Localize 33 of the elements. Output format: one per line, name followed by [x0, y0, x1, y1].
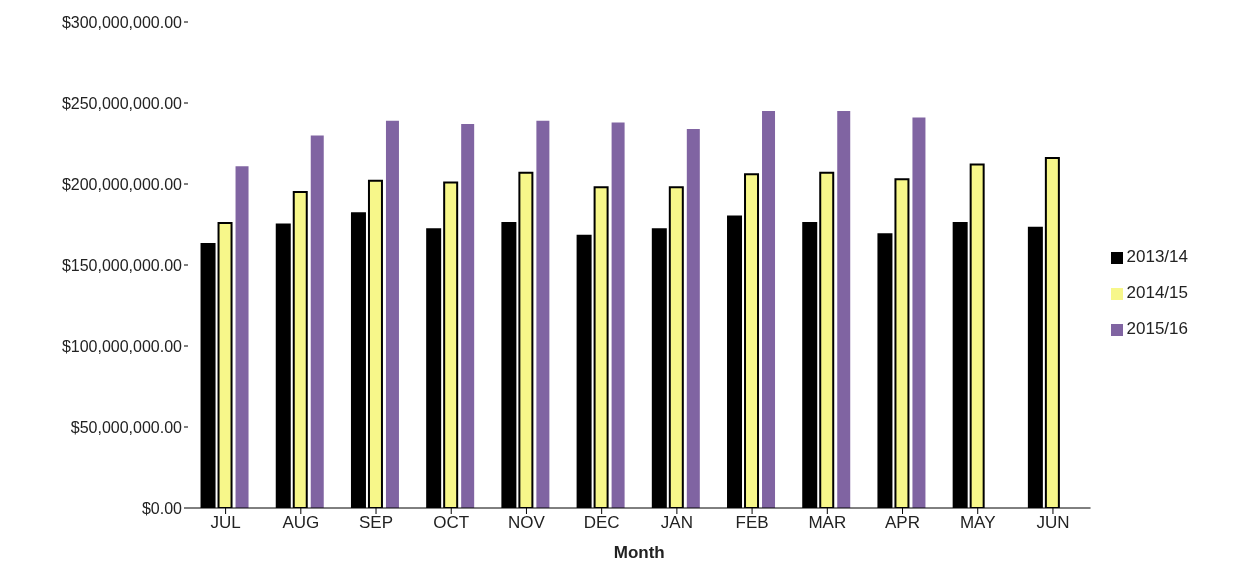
x-axis-title: Month — [613, 543, 665, 562]
bar — [461, 124, 475, 508]
x-tick-label: AUG — [282, 513, 320, 533]
x-tick-label: JAN — [660, 513, 693, 533]
y-tick-label: $300,000,000.00 — [61, 13, 183, 31]
bar — [235, 166, 249, 508]
legend-label: 2014/15 — [1126, 283, 1188, 302]
x-tick-label: OCT — [433, 513, 470, 533]
x-tick-label: JUN — [1036, 513, 1070, 533]
y-tick-label: $150,000,000.00 — [61, 256, 183, 274]
y-tick-label: $0.00 — [141, 499, 183, 517]
y-tick-label: $100,000,000.00 — [61, 337, 183, 355]
bar — [686, 128, 700, 508]
x-tick-label: APR — [885, 513, 920, 533]
x-tick-label: SEP — [359, 513, 394, 533]
bar — [837, 111, 851, 508]
bar — [762, 111, 776, 508]
bar — [385, 120, 399, 508]
x-tick-label: JUL — [210, 513, 241, 533]
y-tick-label: $50,000,000.00 — [70, 418, 183, 436]
legend-label: 2013/14 — [1126, 247, 1188, 266]
x-tick-label: FEB — [735, 513, 769, 533]
bar — [310, 135, 324, 508]
y-tick-label: $200,000,000.00 — [61, 175, 183, 193]
bar — [536, 120, 550, 508]
x-tick-label: MAR — [808, 513, 847, 533]
x-tick-label: MAY — [959, 513, 996, 533]
x-tick-label: DEC — [583, 513, 620, 533]
legend-label: 2015/16 — [1126, 319, 1188, 338]
bar — [912, 117, 926, 508]
y-tick-label: $250,000,000.00 — [61, 94, 183, 112]
x-tick-label: NOV — [508, 513, 546, 533]
bar — [611, 122, 625, 508]
